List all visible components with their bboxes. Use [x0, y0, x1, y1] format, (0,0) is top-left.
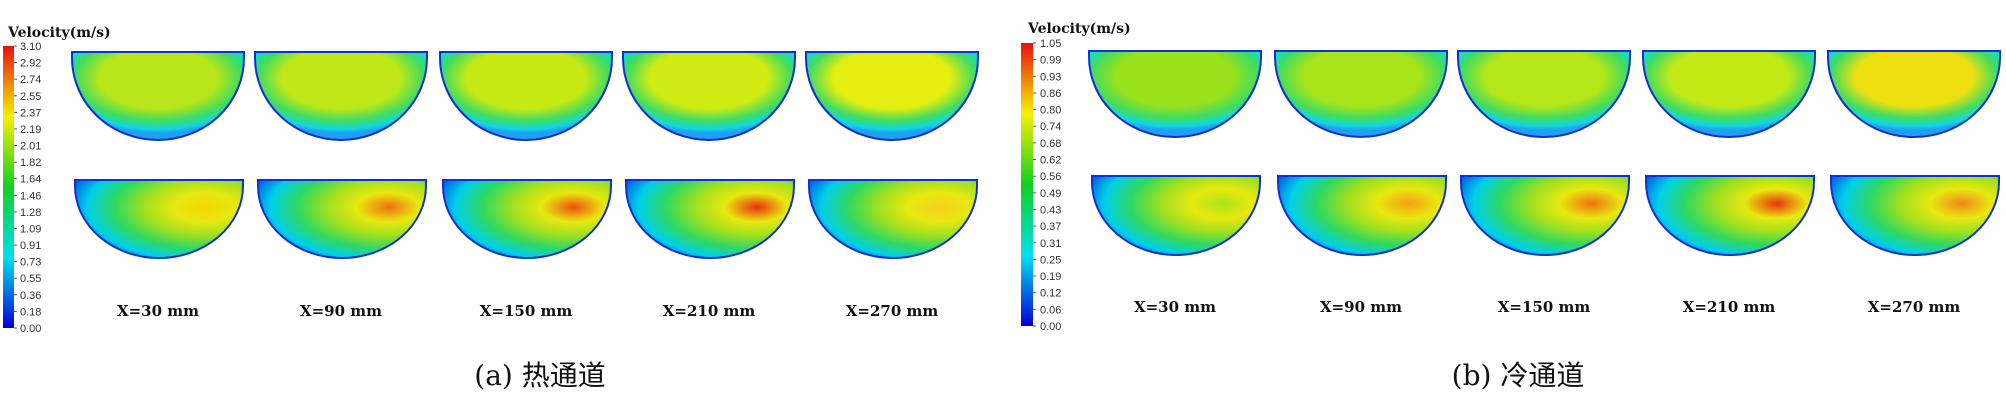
section-label: X=30 mm	[1134, 298, 1216, 316]
colorbar-tick-label: 0.68	[1040, 138, 1061, 150]
colorbar-tick-label: 1.09	[20, 223, 41, 235]
contour-bottom-section	[1277, 175, 1447, 256]
contour-bottom-section	[1460, 175, 1630, 256]
contour-bottom-section	[1091, 175, 1261, 256]
contour-top-section	[71, 51, 245, 141]
contour-bottom-section	[808, 179, 978, 259]
colorbar-tick-label: 0.37	[1040, 221, 1061, 233]
contour-top-section	[805, 51, 979, 141]
colorbar-tick-label: 0.19	[1040, 271, 1061, 283]
section-label: X=30 mm	[117, 302, 199, 320]
section-label: X=270 mm	[846, 302, 939, 320]
colorbar-tick-label: 0.49	[1040, 188, 1061, 200]
contour-top-section	[254, 51, 428, 141]
colorbar-tick-label: 0.62	[1040, 155, 1061, 167]
colorbar-tick-label: 1.82	[20, 157, 41, 169]
contour-bottom-section	[74, 179, 244, 259]
colorbar-tick-label: 2.37	[20, 107, 41, 119]
contour-bottom-section	[442, 179, 612, 259]
colorbar-tick-label: 2.55	[20, 91, 41, 103]
colorbar	[1021, 43, 1033, 326]
section-label: X=210 mm	[1683, 298, 1776, 316]
colorbar-title: Velocity(m/s)	[7, 25, 111, 41]
panel-cold-channel: Velocity(m/s)1.05 0.99 0.93 0.86 0.80 0.74 0.6…	[1021, 21, 2001, 392]
colorbar-tick-label: 1.46	[20, 190, 41, 202]
section-label: X=90 mm	[300, 302, 382, 320]
colorbar-tick-label: 0.43	[1040, 204, 1061, 216]
section-label: X=270 mm	[1868, 298, 1961, 316]
colorbar-tick-label: 0.55	[20, 273, 41, 285]
colorbar-tick-label: 3.10	[20, 41, 41, 53]
contour-top-section	[1274, 50, 1448, 138]
colorbar-tick-label: 2.19	[20, 124, 41, 136]
contour-top-section	[622, 51, 796, 141]
colorbar-tick-label: 0.93	[1040, 71, 1061, 83]
colorbar-tick-label: 0.00	[1040, 321, 1061, 333]
colorbar-tick-label: 0.06	[1040, 304, 1061, 316]
colorbar-tick-label: 1.64	[20, 174, 41, 186]
colorbar-tick-label: 0.56	[1040, 171, 1061, 183]
contour-bottom-section	[1830, 175, 2000, 256]
colorbar-tick-label: 2.74	[20, 74, 41, 86]
panel-caption: (a) 热通道	[474, 359, 605, 392]
contour-bottom-section	[625, 179, 795, 259]
contour-bottom-section	[257, 179, 427, 259]
contour-top-section	[1827, 50, 2001, 138]
section-label: X=210 mm	[663, 302, 756, 320]
colorbar-tick-label: 0.18	[20, 306, 41, 318]
colorbar-tick-label: 0.91	[20, 240, 41, 252]
colorbar-tick-label: 0.12	[1040, 288, 1061, 300]
colorbar	[3, 46, 14, 328]
colorbar-tick-label: 2.92	[20, 58, 41, 70]
contour-bottom-section	[1645, 175, 1815, 256]
colorbar-tick-label: 0.73	[20, 257, 41, 269]
colorbar-tick-label: 0.74	[1040, 121, 1061, 133]
colorbar-title: Velocity(m/s)	[1027, 21, 1131, 37]
colorbar-tick-label: 1.05	[1040, 38, 1061, 50]
contour-top-section	[1642, 50, 1816, 138]
contour-top-section	[1457, 50, 1631, 138]
panel-hot-channel: Velocity(m/s)3.10 2.92 2.74 2.55 2.37 2.19 2.0…	[3, 25, 979, 392]
contour-top-section	[439, 51, 613, 141]
colorbar-tick-label: 0.25	[1040, 254, 1061, 266]
colorbar-tick-label: 0.99	[1040, 55, 1061, 67]
colorbar-tick-label: 2.01	[20, 141, 41, 153]
section-label: X=150 mm	[480, 302, 573, 320]
contour-top-section	[1088, 50, 1262, 138]
section-label: X=90 mm	[1320, 298, 1402, 316]
colorbar-tick-label: 0.00	[20, 323, 41, 335]
colorbar-tick-label: 0.86	[1040, 88, 1061, 100]
colorbar-tick-label: 0.80	[1040, 105, 1061, 117]
colorbar-tick-label: 0.36	[20, 290, 41, 302]
panel-caption: (b) 冷通道	[1452, 359, 1585, 392]
section-label: X=150 mm	[1498, 298, 1591, 316]
colorbar-tick-label: 1.28	[20, 207, 41, 219]
colorbar-tick-label: 0.31	[1040, 238, 1061, 250]
